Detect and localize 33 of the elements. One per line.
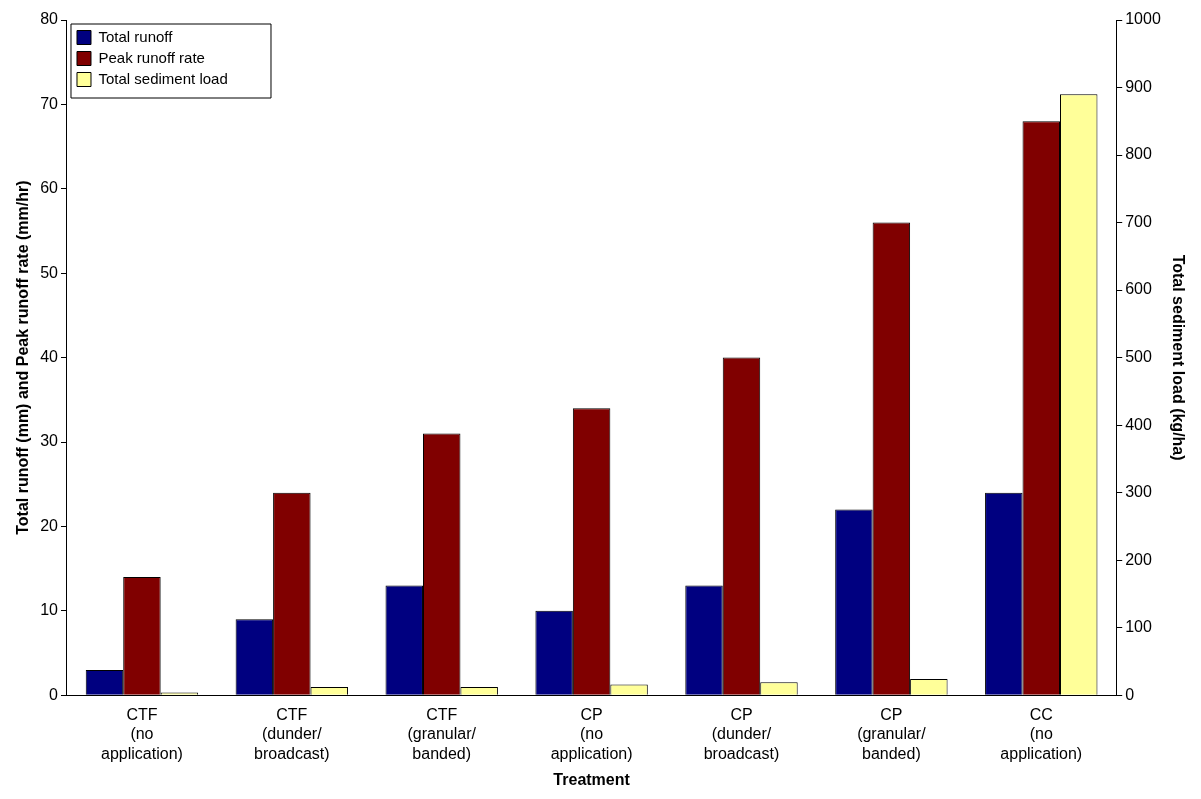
y2-tick-label: 700 xyxy=(1125,212,1152,230)
y-axis-title: Total runoff (mm) and Peak runoff rate (mm/hr) xyxy=(14,180,32,535)
y2-tick-label: 0 xyxy=(1125,685,1135,703)
x-axis-title: Treatment xyxy=(553,770,631,788)
y-tick-label: 40 xyxy=(40,348,59,366)
legend-label: Total runoff xyxy=(98,27,174,45)
legend-label: Total sediment load xyxy=(98,69,228,87)
x-tick-label: CP (granular/ banded) xyxy=(857,706,927,762)
x-tick-label: CTF (dunder/ broadcast) xyxy=(254,706,330,762)
y-tick-label: 80 xyxy=(40,10,59,28)
legend-label: Peak runoff rate xyxy=(98,48,205,66)
x-tick-label: CTF (granular/ banded) xyxy=(407,706,477,762)
x-tick-label: CP (dunder/ broadcast) xyxy=(703,706,780,762)
y2-tick-label: 1000 xyxy=(1125,10,1161,28)
y-tick-label: 60 xyxy=(40,179,59,197)
x-tick-label: CC (no application) xyxy=(1000,706,1083,762)
y2-tick-label: 100 xyxy=(1125,618,1152,636)
y2-tick-label: 800 xyxy=(1125,145,1152,163)
y2-tick-label: 300 xyxy=(1125,483,1152,501)
y2-tick-label: 900 xyxy=(1125,77,1152,95)
y-tick-label: 0 xyxy=(49,685,59,703)
y2-axis-title: Total sediment load (kg/ha) xyxy=(1169,254,1187,461)
y-tick-label: 20 xyxy=(40,516,59,534)
y2-tick-label: 200 xyxy=(1125,550,1152,568)
y-tick-label: 30 xyxy=(40,432,59,450)
x-tick-label: CP (no application) xyxy=(550,706,633,762)
y-tick-label: 10 xyxy=(40,601,59,619)
y2-tick-label: 400 xyxy=(1125,415,1152,433)
y-tick-label: 70 xyxy=(40,94,59,112)
y2-tick-label: 600 xyxy=(1125,280,1152,298)
y2-tick-label: 500 xyxy=(1125,348,1152,366)
x-tick-label: CTF (no application) xyxy=(101,706,183,762)
y-tick-label: 50 xyxy=(40,263,59,281)
